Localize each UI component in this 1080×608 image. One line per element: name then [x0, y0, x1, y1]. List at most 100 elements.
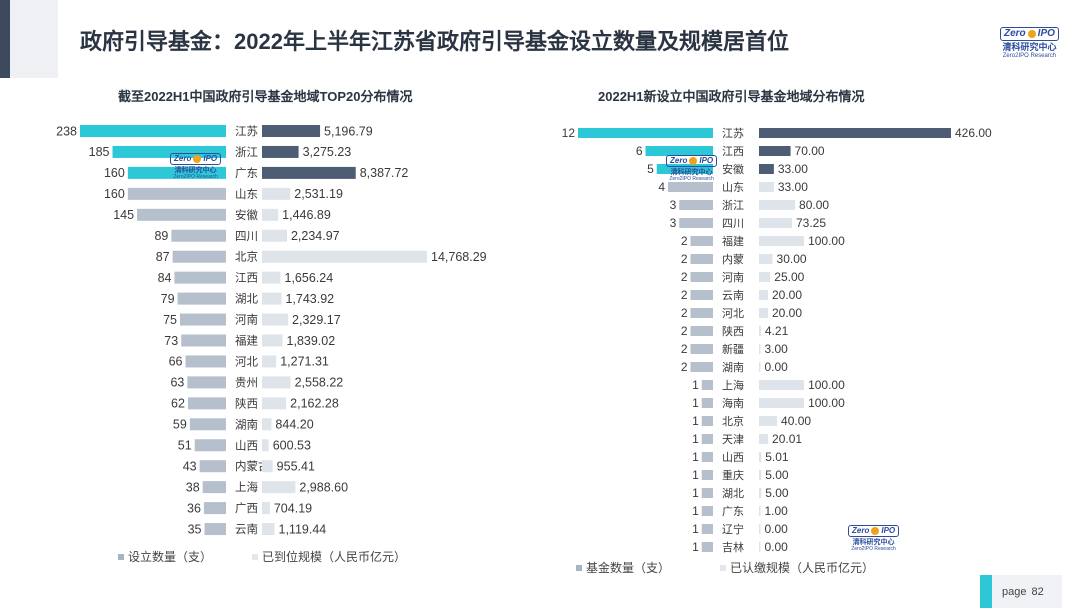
category-label: 河南	[235, 313, 258, 327]
count-bar	[690, 326, 713, 336]
category-label: 内蒙	[722, 252, 744, 266]
category-label: 山西	[722, 451, 744, 464]
value-label: 1.00	[765, 504, 789, 518]
count-bar	[127, 166, 226, 179]
legend-label-scale: 已认缴规模（人民币亿元）	[730, 561, 875, 575]
value-label: 1,839.02	[287, 334, 336, 348]
count-label: 51	[178, 439, 192, 453]
value-bar	[262, 502, 270, 515]
count-label: 59	[173, 418, 187, 432]
count-label: 2	[681, 360, 688, 374]
value-bar	[262, 313, 289, 326]
count-bar	[690, 290, 713, 300]
category-label: 广东	[235, 167, 258, 180]
count-label: 63	[170, 376, 184, 390]
count-label: 238	[56, 124, 77, 138]
count-label: 1	[692, 486, 699, 500]
value-label: 14,768.29	[431, 250, 487, 264]
value-label: 5,196.79	[324, 124, 373, 138]
category-label: 安徽	[235, 208, 258, 222]
value-bar	[759, 290, 769, 300]
category-label: 江苏	[235, 125, 258, 138]
value-bar	[759, 524, 761, 534]
category-label: 云南	[722, 289, 744, 302]
legend-label-count: 基金数量（支）	[586, 561, 671, 575]
count-bar	[701, 506, 713, 516]
count-bar	[189, 418, 226, 431]
value-bar	[262, 208, 279, 221]
count-bar	[701, 434, 713, 444]
value-label: 0.00	[765, 522, 789, 536]
category-label: 福建	[235, 334, 258, 348]
logo-cn-name: 清科研究中心	[1002, 42, 1057, 52]
category-label: 江西	[235, 272, 258, 285]
value-bar	[262, 271, 281, 284]
value-bar	[262, 187, 291, 200]
count-label: 36	[187, 501, 201, 515]
count-bar	[199, 460, 226, 473]
page-indicator: page 82	[992, 575, 1062, 608]
category-label: 吉林	[722, 540, 744, 554]
count-bar	[187, 376, 226, 389]
value-label: 100.00	[808, 396, 845, 410]
count-label: 75	[163, 313, 177, 327]
category-label: 上海	[722, 378, 744, 392]
value-bar	[759, 362, 761, 372]
value-label: 25.00	[774, 270, 804, 284]
category-label: 北京	[235, 250, 258, 264]
value-bar	[759, 452, 762, 462]
category-label: 四川	[722, 218, 744, 230]
category-label: 江苏	[722, 127, 744, 140]
value-bar	[759, 272, 771, 282]
value-label: 4.21	[765, 324, 789, 338]
count-bar	[701, 416, 713, 426]
value-bar	[262, 229, 287, 242]
category-label: 上海	[235, 480, 258, 494]
count-bar	[690, 272, 713, 282]
count-label: 1	[692, 432, 699, 446]
count-bar	[645, 146, 713, 156]
count-bar	[701, 380, 713, 390]
chart-2-title: 2022H1新设立中国政府引导基金地域分布情况	[598, 89, 865, 104]
value-label: 5.00	[765, 486, 789, 500]
category-label: 广东	[722, 505, 744, 518]
value-label: 40.00	[781, 414, 811, 428]
category-label: 湖北	[235, 292, 258, 306]
value-label: 2,329.17	[292, 313, 341, 327]
page-accent	[980, 575, 992, 608]
value-bar	[759, 164, 774, 174]
count-label: 2	[681, 288, 688, 302]
value-bar	[759, 416, 778, 426]
value-bar	[262, 250, 427, 263]
count-label: 2	[681, 234, 688, 248]
count-bar	[701, 542, 713, 552]
value-bar	[262, 292, 282, 305]
count-bar	[701, 452, 713, 462]
category-label: 湖北	[722, 487, 744, 500]
count-label: 1	[692, 468, 699, 482]
chart-2-legend: 基金数量（支） 已认缴规模（人民币亿元）	[576, 559, 874, 576]
count-label: 1	[692, 540, 699, 554]
count-bar	[171, 229, 226, 242]
count-label: 73	[164, 334, 178, 348]
count-bar	[690, 236, 713, 246]
category-label: 贵州	[235, 376, 258, 389]
count-label: 89	[154, 229, 168, 243]
category-label: 山东	[722, 181, 744, 194]
value-label: 100.00	[808, 234, 845, 248]
count-label: 4	[658, 180, 665, 194]
value-label: 5.00	[765, 468, 789, 482]
value-bar	[262, 145, 299, 158]
value-bar	[262, 397, 287, 410]
category-label: 福建	[722, 234, 744, 248]
value-label: 20.01	[772, 432, 802, 446]
count-bar	[185, 355, 226, 368]
count-bar	[112, 145, 226, 158]
page-title: 政府引导基金：2022年上半年江苏省政府引导基金设立数量及规模居首位	[80, 29, 789, 54]
value-label: 600.53	[273, 439, 311, 453]
count-label: 43	[183, 459, 197, 473]
count-label: 1	[692, 450, 699, 464]
count-label: 160	[104, 166, 125, 180]
count-bar	[203, 502, 226, 515]
